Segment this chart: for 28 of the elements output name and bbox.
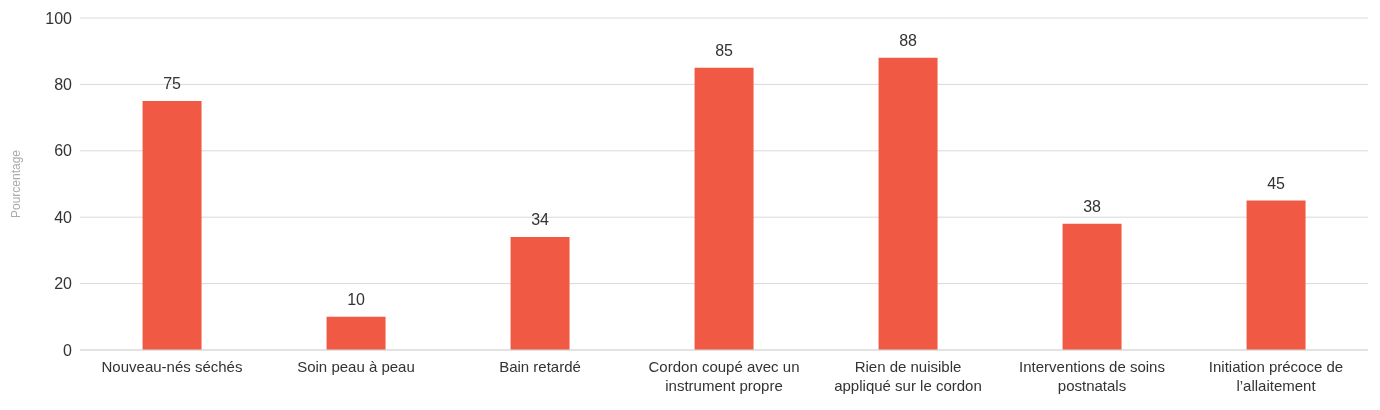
y-axis-title: Pourcentage [9, 149, 24, 219]
bar [510, 237, 570, 350]
bar [142, 101, 202, 350]
x-tick-label: Rien de nuisible appliqué sur le cordon [834, 358, 982, 394]
bar [694, 67, 754, 350]
x-tick-label: Initiation précoce de l’allaitement [1208, 358, 1344, 394]
y-tick-label: 40 [54, 208, 73, 226]
x-tick-label: Interventions de soins postnatals [1019, 358, 1165, 394]
bar [1246, 200, 1306, 350]
data-label: 75 [163, 75, 182, 92]
bar [878, 57, 938, 350]
y-tick-label: 0 [63, 341, 73, 359]
data-label: 34 [531, 211, 550, 229]
y-tick-label: 20 [54, 275, 73, 293]
y-tick-label: 100 [45, 9, 73, 27]
y-tick-label: 80 [54, 76, 73, 94]
x-tick-label: Nouveau-nés séchés [101, 358, 243, 375]
data-label: 10 [347, 290, 366, 308]
data-label: 45 [1267, 174, 1286, 192]
x-tick-label: Bain retardé [499, 358, 581, 375]
y-tick-label: 60 [54, 142, 73, 160]
data-label: 88 [899, 31, 918, 49]
data-label: 85 [715, 41, 734, 59]
x-tick-label: Soin peau à peau [297, 358, 415, 375]
x-tick-label: Cordon coupé avec un instrument propre [648, 358, 800, 394]
data-label: 38 [1083, 197, 1102, 215]
bar [1062, 223, 1122, 350]
bar [326, 316, 386, 350]
